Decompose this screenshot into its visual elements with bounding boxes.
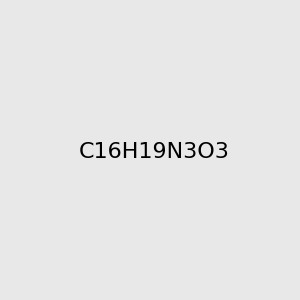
Text: C16H19N3O3: C16H19N3O3 xyxy=(78,142,229,161)
